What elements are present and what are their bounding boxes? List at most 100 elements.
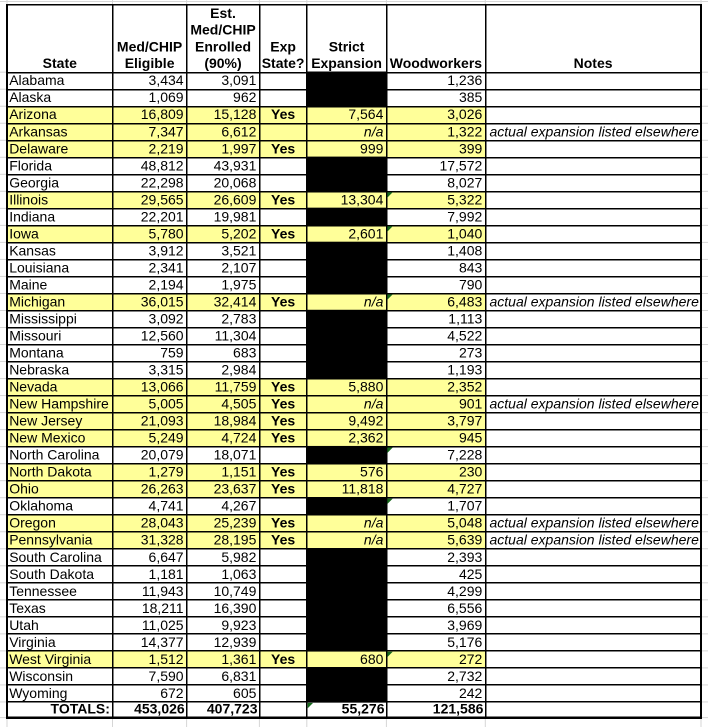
svg-text:1,707: 1,707 xyxy=(447,498,482,514)
svg-text:1,193: 1,193 xyxy=(447,362,482,378)
svg-text:672: 672 xyxy=(160,685,184,701)
svg-text:2,984: 2,984 xyxy=(221,362,256,378)
svg-text:7,992: 7,992 xyxy=(447,208,482,224)
svg-text:22,298: 22,298 xyxy=(141,174,184,190)
svg-text:Med/CHIP: Med/CHIP xyxy=(190,22,255,38)
svg-text:South Carolina: South Carolina xyxy=(9,549,102,565)
svg-text:TOTALS:: TOTALS: xyxy=(51,701,110,717)
svg-text:23,637: 23,637 xyxy=(214,481,257,497)
svg-text:4,724: 4,724 xyxy=(221,430,256,446)
svg-text:9,923: 9,923 xyxy=(221,617,256,633)
svg-text:Exp: Exp xyxy=(270,38,296,54)
svg-text:32,414: 32,414 xyxy=(214,293,257,309)
svg-text:Yes: Yes xyxy=(271,140,295,156)
svg-text:Georgia: Georgia xyxy=(9,174,59,190)
svg-text:18,984: 18,984 xyxy=(214,413,257,429)
svg-text:8,027: 8,027 xyxy=(447,174,482,190)
svg-text:26,609: 26,609 xyxy=(214,191,257,207)
svg-text:3,091: 3,091 xyxy=(221,72,256,88)
svg-text:1,322: 1,322 xyxy=(447,123,482,139)
svg-text:Wyoming: Wyoming xyxy=(9,685,67,701)
svg-text:1,997: 1,997 xyxy=(221,140,256,156)
svg-text:actual expansion listed elsewh: actual expansion listed elsewhere xyxy=(490,396,700,412)
svg-text:Illinois: Illinois xyxy=(9,191,48,207)
svg-text:2,601: 2,601 xyxy=(348,225,383,241)
svg-text:Eligible: Eligible xyxy=(125,55,175,71)
svg-text:Oregon: Oregon xyxy=(9,515,56,531)
svg-text:25,239: 25,239 xyxy=(214,515,257,531)
svg-text:Yes: Yes xyxy=(271,379,295,395)
svg-text:(90%): (90%) xyxy=(204,55,241,71)
svg-text:Yes: Yes xyxy=(271,532,295,548)
svg-text:2,194: 2,194 xyxy=(149,276,184,292)
svg-text:Pennsylvania: Pennsylvania xyxy=(9,532,92,548)
svg-text:3,912: 3,912 xyxy=(149,242,184,258)
svg-text:5,249: 5,249 xyxy=(149,430,184,446)
svg-text:12,560: 12,560 xyxy=(141,328,184,344)
svg-text:Notes: Notes xyxy=(574,55,613,71)
svg-text:Arizona: Arizona xyxy=(9,106,57,122)
svg-text:843: 843 xyxy=(459,259,483,275)
svg-text:Nebraska: Nebraska xyxy=(9,362,69,378)
svg-text:5,176: 5,176 xyxy=(447,634,482,650)
svg-text:1,113: 1,113 xyxy=(448,310,482,326)
svg-text:Yes: Yes xyxy=(271,413,295,429)
svg-text:7,590: 7,590 xyxy=(149,668,184,684)
svg-text:3,797: 3,797 xyxy=(447,413,482,429)
svg-text:10,749: 10,749 xyxy=(214,583,257,599)
svg-text:1,279: 1,279 xyxy=(149,464,184,480)
svg-text:Texas: Texas xyxy=(9,600,46,616)
svg-text:18,071: 18,071 xyxy=(214,447,257,463)
svg-text:11,304: 11,304 xyxy=(215,328,257,344)
svg-text:2,352: 2,352 xyxy=(447,379,482,395)
svg-text:6,831: 6,831 xyxy=(221,668,256,684)
svg-text:2,107: 2,107 xyxy=(221,259,256,275)
svg-text:1,408: 1,408 xyxy=(447,242,482,258)
svg-text:Yes: Yes xyxy=(271,106,295,122)
svg-text:4,727: 4,727 xyxy=(447,481,482,497)
svg-text:North Dakota: North Dakota xyxy=(9,464,92,480)
svg-text:Iowa: Iowa xyxy=(9,225,39,241)
svg-text:Michigan: Michigan xyxy=(9,293,65,309)
svg-text:230: 230 xyxy=(459,464,483,480)
svg-text:11,943: 11,943 xyxy=(142,583,184,599)
svg-text:Yes: Yes xyxy=(271,191,295,207)
svg-text:605: 605 xyxy=(233,685,257,701)
svg-text:1,512: 1,512 xyxy=(149,651,184,667)
svg-text:Yes: Yes xyxy=(271,396,295,412)
svg-text:6,612: 6,612 xyxy=(221,123,256,139)
svg-text:7,228: 7,228 xyxy=(447,447,482,463)
svg-text:6,556: 6,556 xyxy=(447,600,482,616)
svg-text:9,492: 9,492 xyxy=(348,413,383,429)
svg-text:Montana: Montana xyxy=(9,345,64,361)
svg-text:121,586: 121,586 xyxy=(433,701,484,717)
svg-text:Delaware: Delaware xyxy=(9,140,68,156)
svg-text:n/a: n/a xyxy=(364,515,384,531)
svg-text:14,377: 14,377 xyxy=(141,634,184,650)
svg-text:399: 399 xyxy=(459,140,483,156)
svg-text:3,315: 3,315 xyxy=(149,362,184,378)
svg-text:5,005: 5,005 xyxy=(149,396,184,412)
svg-text:Ohio: Ohio xyxy=(9,481,39,497)
svg-text:5,880: 5,880 xyxy=(348,379,383,395)
svg-text:11,818: 11,818 xyxy=(342,481,384,497)
svg-text:20,079: 20,079 xyxy=(141,447,184,463)
svg-text:Wisconsin: Wisconsin xyxy=(9,668,73,684)
svg-text:48,812: 48,812 xyxy=(141,157,184,173)
svg-text:n/a: n/a xyxy=(364,293,384,309)
svg-text:16,390: 16,390 xyxy=(214,600,257,616)
svg-text:15,128: 15,128 xyxy=(214,106,257,122)
svg-text:South Dakota: South Dakota xyxy=(9,566,94,582)
svg-text:Alabama: Alabama xyxy=(9,72,64,88)
svg-text:Yes: Yes xyxy=(271,515,295,531)
svg-text:2,341: 2,341 xyxy=(149,259,184,275)
svg-text:3,969: 3,969 xyxy=(447,617,482,633)
svg-text:1,361: 1,361 xyxy=(221,651,256,667)
svg-text:2,732: 2,732 xyxy=(447,668,482,684)
svg-text:Yes: Yes xyxy=(271,225,295,241)
svg-text:actual expansion listed elsewh: actual expansion listed elsewhere xyxy=(490,532,700,548)
svg-text:7,347: 7,347 xyxy=(149,123,184,139)
svg-text:4,522: 4,522 xyxy=(447,328,482,344)
svg-text:962: 962 xyxy=(233,89,257,105)
svg-text:1,975: 1,975 xyxy=(221,276,256,292)
